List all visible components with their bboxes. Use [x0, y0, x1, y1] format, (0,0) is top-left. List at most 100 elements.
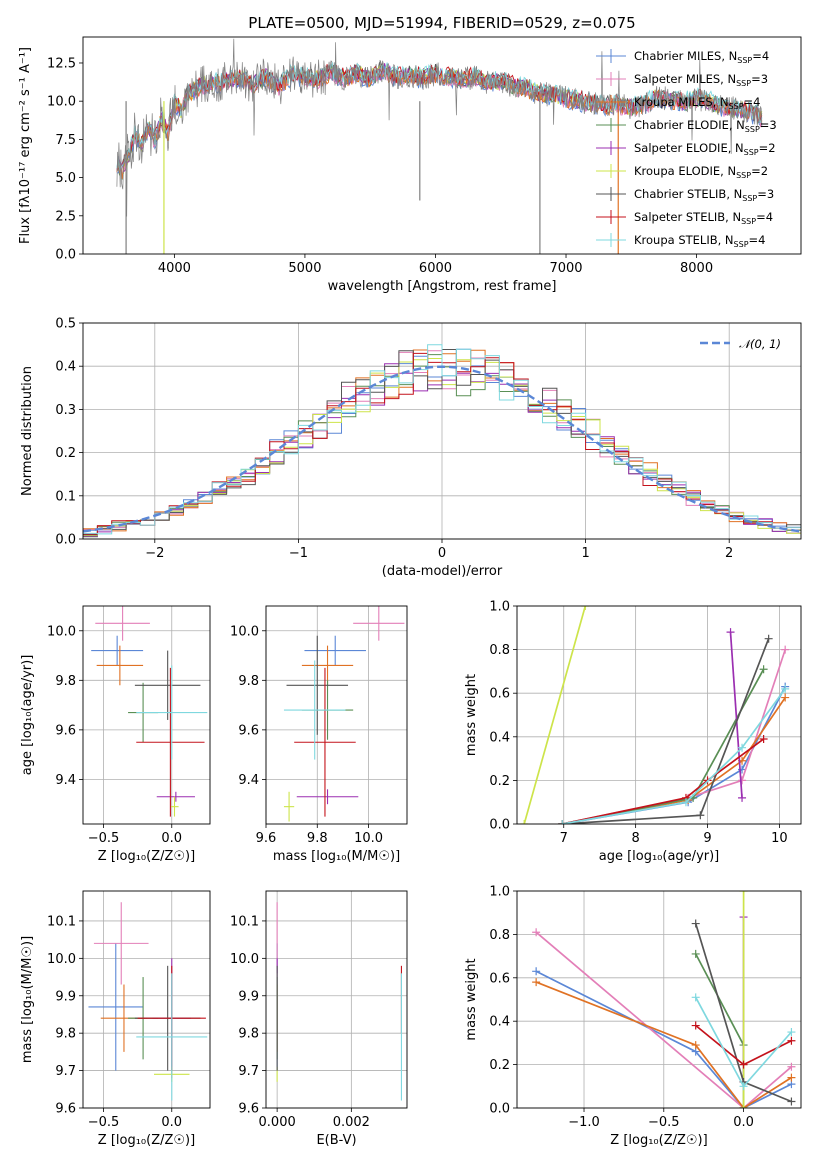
y-tick-label: 9.9 [238, 989, 259, 1004]
error-bar-point [91, 635, 144, 666]
axes-frame [265, 605, 408, 825]
axes-age_vs_mass: 9.6 9.8 10.0 9.4 9.6 9.8 10.0 mass [log₁₀(M/M☉)… [230, 605, 408, 864]
y-tick-label: 9.8 [55, 1027, 76, 1042]
x-tick-label: 9.8 [307, 831, 328, 846]
error-bar-point [304, 635, 366, 666]
weight-series-line [535, 981, 792, 1108]
legend-entry: Chabrier STELIB, NSSP=3 [596, 187, 774, 203]
x-axis-label: (data-model)/error [382, 564, 503, 579]
weight-marker [581, 606, 590, 610]
y-tick-label: 1.0 [489, 600, 510, 615]
y-tick-label: 9.6 [238, 723, 259, 738]
y-tick-label: 0.2 [489, 774, 510, 789]
error-bar-point [136, 665, 208, 760]
error-bar-point [294, 667, 356, 817]
y-tick-label: 0.2 [55, 446, 76, 461]
x-tick-label: 2 [725, 546, 733, 561]
x-tick-label: −1 [289, 546, 308, 561]
axes-mass_vs_Z: −0.5 0.0 9.6 9.7 9.8 9.9 10.0 10.1 Z [log₁₀(Z/Z☉… [20, 890, 211, 1148]
weight-series-line [535, 931, 792, 1108]
legend-entry: Chabrier MILES, NSSP=4 [596, 49, 769, 65]
legend-label: Kroupa MILES, NSSP=4 [634, 95, 760, 111]
axes-weight_vs_Z: −1.0 −0.5 0.0 0.0 0.2 0.4 0.6 0.8 1.0 Z [log₁₀(Z/… [464, 885, 802, 1148]
x-tick-label: −0.5 [88, 831, 120, 846]
observed-spectrum [116, 38, 763, 217]
y-tick-label: 0.5 [55, 317, 76, 332]
legend-entry: Salpeter ELODIE, NSSP=2 [596, 141, 776, 157]
weight-marker [691, 993, 700, 1002]
weight-marker [739, 1104, 748, 1108]
weight-marker [726, 628, 735, 637]
legend-entry: Kroupa ELODIE, NSSP=2 [596, 164, 768, 180]
error-bar-point [96, 645, 144, 686]
weight-marker [691, 919, 700, 928]
legend: Chabrier MILES, NSSP=4 Salpeter MILES, NS… [596, 49, 777, 249]
legend-label: Salpeter ELODIE, NSSP=2 [634, 141, 776, 157]
y-tick-label: 0.1 [55, 489, 76, 504]
x-tick-label: 9 [703, 831, 711, 846]
error-bar-point [283, 660, 346, 760]
axes-frame [516, 605, 802, 825]
y-tick-label: 0.4 [489, 1015, 510, 1030]
x-tick-label: 9.6 [256, 831, 277, 846]
y-tick-label: 10.1 [230, 914, 259, 929]
y-tick-label: 12.5 [47, 56, 76, 71]
x-tick-label: 1 [581, 546, 589, 561]
weight-marker [739, 1082, 748, 1091]
error-bar-point [353, 606, 405, 641]
y-tick-label: 0.8 [489, 643, 510, 658]
y-tick-label: 10.1 [47, 914, 76, 929]
axes-frame [82, 36, 802, 255]
x-tick-label: 8 [631, 831, 639, 846]
error-bar-point [301, 645, 354, 686]
y-axis-label: Normed distribution [20, 366, 35, 496]
weight-marker [739, 891, 748, 895]
y-tick-label: 10.0 [47, 624, 76, 639]
x-axis-label: wavelength [Angstrom, rest frame] [328, 279, 557, 294]
legend-label: Chabrier MILES, NSSP=4 [634, 49, 769, 65]
error-bar-point [283, 791, 295, 822]
weight-marker [532, 967, 541, 976]
residual-histogram [83, 344, 801, 535]
legend-entry: Kroupa MILES, NSSP=4 [596, 95, 760, 111]
weight-marker [691, 1041, 700, 1050]
weight-marker [739, 1060, 748, 1069]
axes-mass_vs_ebv: 0.000 0.002 9.6 9.7 9.8 9.9 10.0 10.1 E(B-V) [230, 890, 408, 1148]
x-axis-label: Z [log₁₀(Z/Z☉)] [610, 1133, 707, 1148]
legend-label: 𝒩(0, 1) [739, 337, 781, 351]
legend-label: Chabrier STELIB, NSSP=3 [634, 187, 774, 203]
y-axis-label: mass [log₁₀(M/M☉)] [20, 936, 35, 1063]
weight-marker [759, 734, 768, 743]
error-bar-point [296, 789, 359, 805]
y-tick-label: 9.6 [55, 1102, 76, 1117]
weight-series-line [562, 668, 765, 824]
weight-marker [558, 820, 567, 824]
x-tick-label: 10 [771, 831, 788, 846]
legend-label: Kroupa STELIB, NSSP=4 [634, 233, 765, 249]
legend-entry: Salpeter STELIB, NSSP=4 [596, 210, 773, 226]
weight-series-line [562, 738, 765, 824]
x-tick-label: 0.0 [733, 1115, 754, 1130]
error-bar-point [95, 606, 150, 641]
plot-area [91, 606, 208, 817]
legend-label: Salpeter STELIB, NSSP=4 [634, 210, 773, 226]
x-axis-label: E(B-V) [316, 1133, 356, 1148]
x-tick-label: 0.0 [161, 831, 182, 846]
y-tick-label: 10.0 [47, 95, 76, 110]
weight-marker [781, 684, 790, 693]
y-tick-label: 9.8 [55, 674, 76, 689]
weight-series-line [729, 632, 743, 798]
error-bar-point [136, 973, 208, 1101]
x-tick-label: 0 [438, 546, 446, 561]
y-tick-label: 9.8 [238, 674, 259, 689]
weight-series-line [562, 688, 786, 824]
x-tick-label: −0.5 [88, 1115, 120, 1130]
y-tick-label: 0.4 [489, 730, 510, 745]
y-tick-label: 9.6 [238, 1102, 259, 1117]
axes-residuals: −2 −1 0 1 2 0.0 0.1 0.2 0.3 0.4 0.5 (data-model)/er… [20, 317, 802, 579]
y-tick-label: 10.0 [230, 952, 259, 967]
weight-marker [781, 645, 790, 654]
y-tick-label: 2.5 [55, 209, 76, 224]
x-tick-label: 6000 [419, 261, 452, 276]
